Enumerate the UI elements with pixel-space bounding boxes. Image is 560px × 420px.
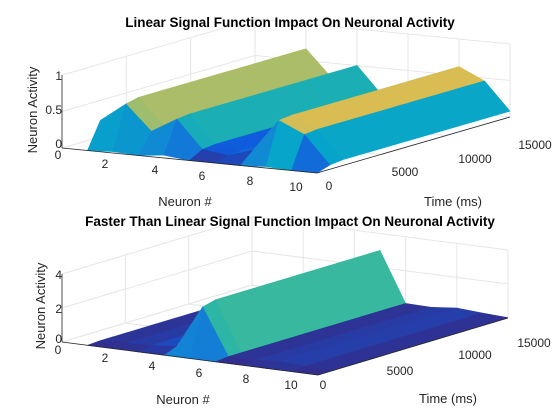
axes-lines xyxy=(61,75,511,174)
x-tick-label: 4 xyxy=(152,163,159,177)
grid-line xyxy=(254,18,511,45)
surface-plot-linear: Linear Signal Function Impact On Neurona… xyxy=(25,15,552,209)
chart-title: Linear Signal Function Impact On Neurona… xyxy=(125,15,455,30)
y-tick-label: 0 xyxy=(326,179,333,193)
x-tick-label: 0 xyxy=(55,343,62,357)
grid-line xyxy=(61,18,256,76)
y-axis-label: Time (ms) xyxy=(424,194,482,209)
x-tick-label: 2 xyxy=(102,157,109,171)
x-tick-label: 10 xyxy=(284,378,298,392)
x-axis-label: Neuron # xyxy=(156,392,210,407)
y-axis-line xyxy=(316,116,511,174)
grid-line xyxy=(61,216,253,275)
z-tick-label: 1 xyxy=(55,69,62,83)
x-tick-label: 6 xyxy=(199,169,206,183)
axes-lines xyxy=(61,274,509,376)
x-tick-label: 8 xyxy=(243,372,250,386)
x-tick-label: 8 xyxy=(247,174,254,188)
x-tick-label: 0 xyxy=(55,148,62,162)
z-tick-label: 0 xyxy=(55,137,62,151)
z-axis-label: Neuron Activity xyxy=(25,66,40,153)
z-tick-label: 4 xyxy=(55,268,62,282)
y-tick-label: 5000 xyxy=(387,364,414,378)
surface xyxy=(87,48,511,174)
y-axis-label: Time (ms) xyxy=(419,391,477,406)
z-tick-label: 2 xyxy=(55,302,62,316)
x-axis-line xyxy=(61,147,318,174)
grid-line xyxy=(61,284,253,343)
grid-line xyxy=(61,55,256,112)
z-tick-label: 0 xyxy=(55,332,62,346)
y-tick-label: 15000 xyxy=(518,138,552,152)
x-tick-label: 4 xyxy=(149,359,156,373)
z-axis-label: Neuron Activity xyxy=(33,262,48,349)
grid-line xyxy=(251,216,509,251)
chart-title: Faster Than Linear Signal Function Impac… xyxy=(85,214,495,229)
y-axis-line xyxy=(317,317,509,376)
x-tick-label: 6 xyxy=(196,366,203,380)
y-tick-label: 0 xyxy=(320,378,327,392)
x-axis-line xyxy=(61,341,319,376)
x-axis-label: Neuron # xyxy=(158,194,212,209)
surface-plot-faster-than-linear: Faster Than Linear Signal Function Impac… xyxy=(33,214,551,407)
y-tick-label: 10000 xyxy=(458,348,492,362)
y-tick-label: 10000 xyxy=(458,152,492,166)
y-tick-label: 5000 xyxy=(392,165,419,179)
x-tick-label: 2 xyxy=(102,351,109,365)
x-tick-label: 10 xyxy=(289,180,303,194)
grid-line xyxy=(61,250,253,309)
surface xyxy=(87,249,509,376)
z-tick-label: 0.5 xyxy=(45,103,62,117)
y-tick-label: 15000 xyxy=(517,336,551,350)
